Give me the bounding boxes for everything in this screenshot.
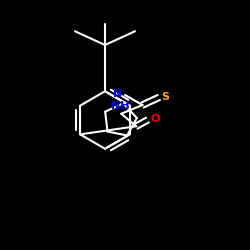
Text: O: O bbox=[150, 114, 160, 124]
Text: NH: NH bbox=[111, 101, 129, 111]
Text: N: N bbox=[113, 89, 122, 99]
Text: S: S bbox=[161, 92, 169, 102]
